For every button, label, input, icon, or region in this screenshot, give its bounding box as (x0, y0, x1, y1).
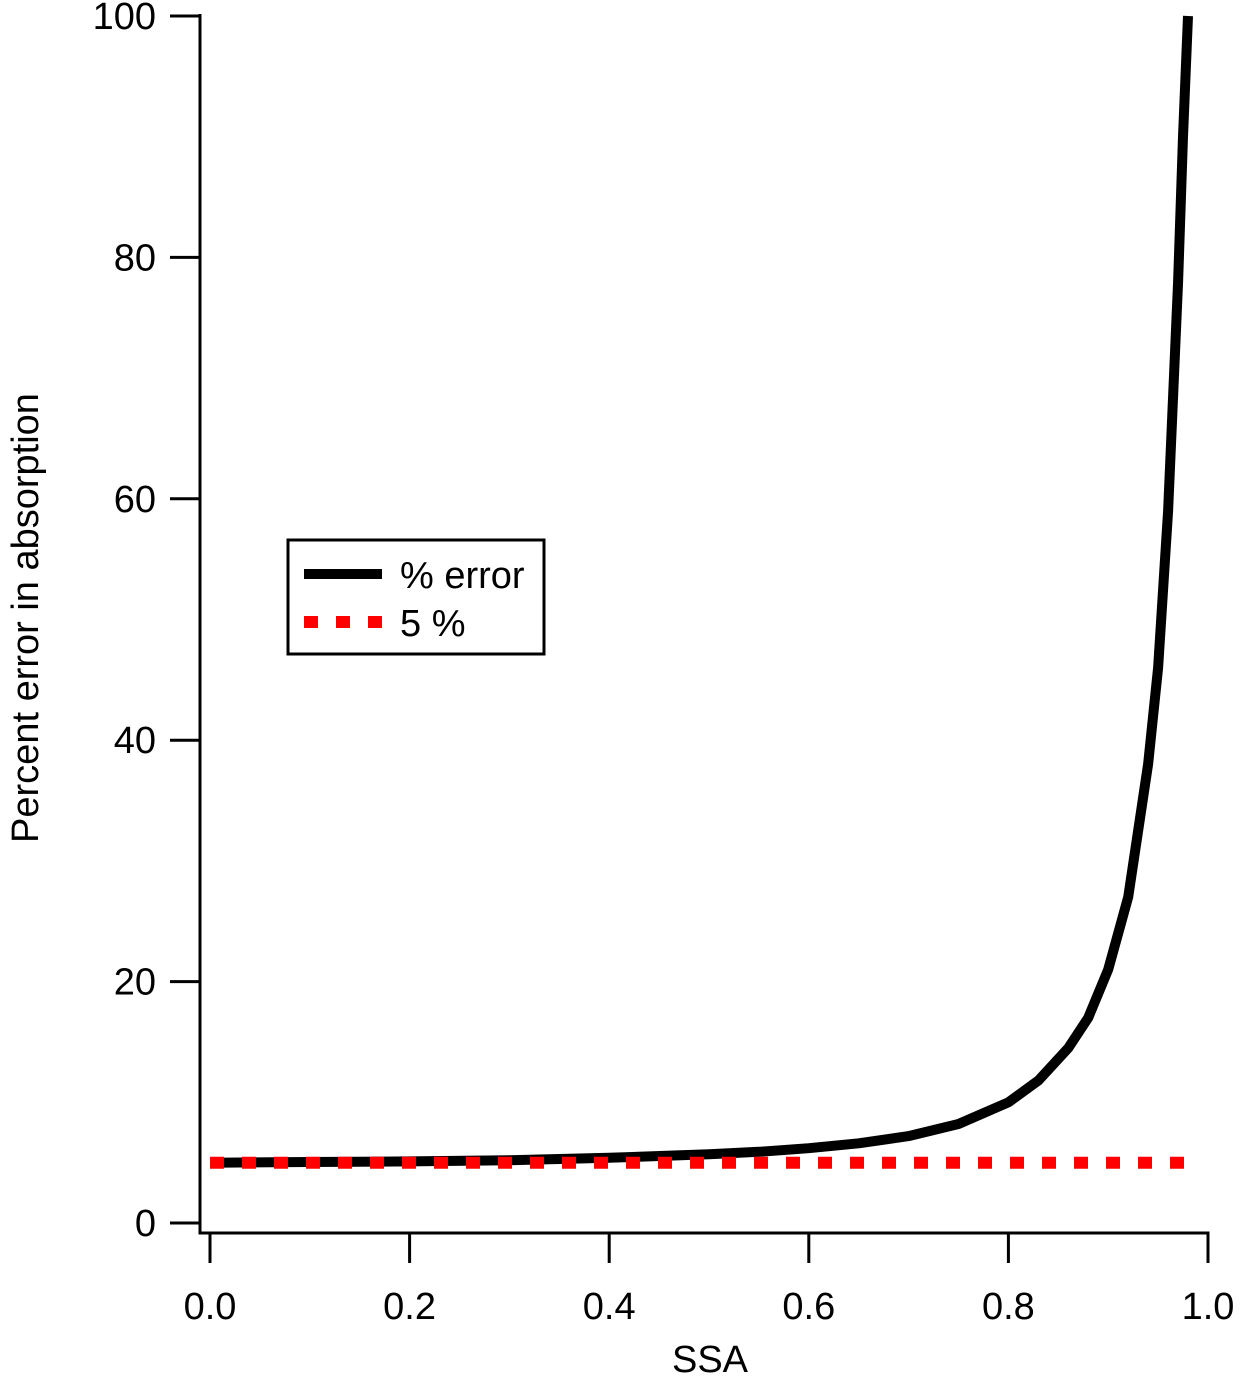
x-tick-label-0.8: 0.8 (982, 1286, 1035, 1328)
x-axis-title: SSA (672, 1339, 749, 1376)
y-tick-label-0: 0 (135, 1203, 156, 1245)
y-tick-label-80: 80 (114, 237, 156, 279)
series-layer (209, 15, 1193, 1169)
y-tick-label-20: 20 (114, 962, 156, 1004)
x-tick-label-0.0: 0.0 (184, 1286, 237, 1328)
x-tick-label-0.4: 0.4 (583, 1286, 636, 1328)
legend-label-error: % error (400, 555, 525, 597)
x-tick-label-1.0: 1.0 (1182, 1286, 1235, 1328)
y-tick-label-100: 100 (93, 0, 156, 38)
axes: 0 20 40 60 80 100 0.0 0.2 0.4 0.6 0.8 1.0 (93, 0, 1235, 1328)
x-tick-label-0.2: 0.2 (383, 1286, 436, 1328)
y-tick-label-60: 60 (114, 479, 156, 521)
legend-box (286, 538, 546, 656)
y-axis-title: Percent error in absorption (5, 393, 47, 843)
y-tick-label-40: 40 (114, 720, 156, 762)
x-tick-label-0.6: 0.6 (782, 1286, 835, 1328)
legend: % error 5 % (286, 538, 546, 656)
legend-label-5-percent: 5 % (400, 603, 465, 645)
